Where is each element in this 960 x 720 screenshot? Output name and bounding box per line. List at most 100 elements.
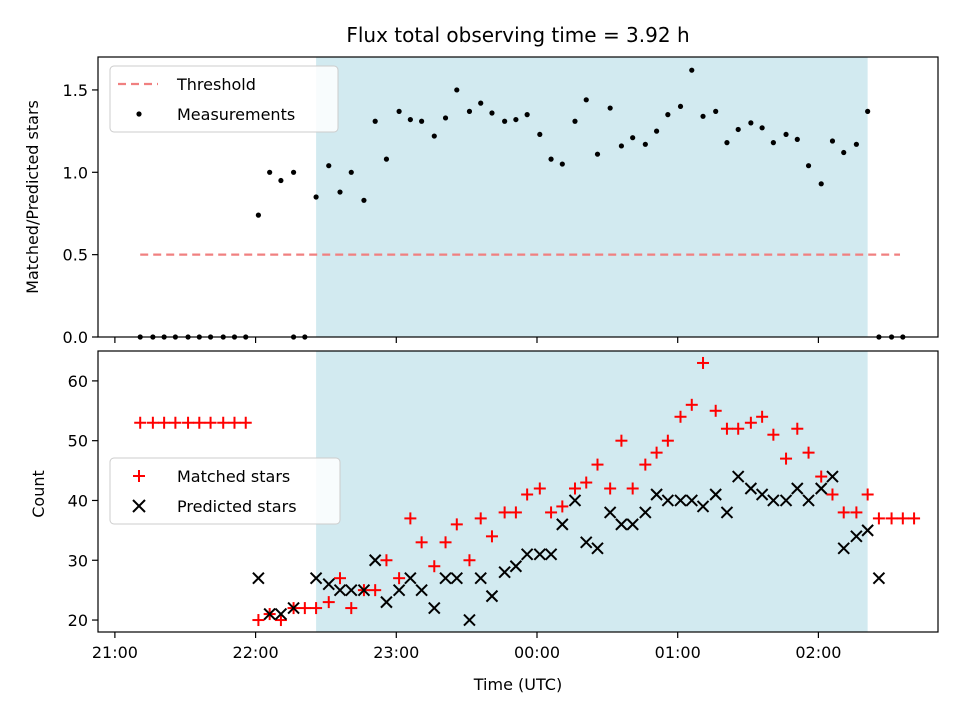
matched-star-point (474, 512, 487, 525)
bottom-x-ticks: 21:00 22:00 23:00 00:00 01:00 02:00 (92, 632, 841, 662)
measurement-point (642, 141, 648, 147)
measurement-point (431, 133, 437, 139)
predicted-star-point (850, 530, 863, 543)
measurement-point (278, 177, 284, 184)
predicted-stars-points (252, 470, 886, 627)
measurement-point (466, 108, 473, 114)
matched-star-point (509, 506, 522, 519)
measurement-point (489, 110, 495, 116)
top-y-ticks: 0.0 0.5 1.0 1.5 (63, 81, 98, 347)
matched-star-point (239, 416, 252, 429)
matched-star-point (533, 482, 546, 495)
top-panel: 0.0 0.5 1.0 1.5 Flux total observing time =… (23, 23, 939, 347)
matched-star-point (837, 506, 850, 519)
predicted-star-point (368, 554, 382, 567)
measurements-points (137, 67, 906, 340)
legend-measurements-swatch (136, 111, 142, 117)
measurement-point (537, 131, 543, 138)
matched-star-point (685, 398, 698, 411)
matched-star-point (322, 596, 335, 609)
matched-star-point (415, 536, 428, 549)
predicted-star-point (485, 589, 499, 603)
x-tick-label: 22:00 (233, 643, 279, 662)
matched-star-point (850, 506, 863, 519)
measurement-point (337, 189, 343, 195)
measurement-point (618, 143, 625, 149)
matched-star-point (674, 410, 687, 423)
matched-star-point (169, 416, 182, 429)
y-tick-label: 30 (68, 551, 88, 570)
measurement-point (396, 108, 402, 114)
measurement-point (454, 87, 460, 93)
matched-star-point (767, 428, 780, 441)
predicted-star-point (685, 494, 698, 507)
predicted-star-point (744, 482, 758, 495)
top-observing-interval-shade (316, 57, 868, 337)
matched-star-point (158, 416, 171, 429)
measurement-point (677, 103, 684, 110)
measurement-point (653, 128, 660, 134)
matched-star-point (639, 458, 652, 471)
y-tick-label: 1.0 (63, 163, 88, 182)
matched-star-point (872, 512, 885, 525)
matched-star-point (217, 416, 230, 429)
predicted-star-point (779, 494, 793, 507)
measurement-point (700, 113, 706, 119)
legend-threshold-label: Threshold (176, 75, 256, 94)
y-tick-label: 60 (68, 372, 88, 391)
matched-star-point (604, 482, 617, 495)
measurement-point (794, 136, 800, 142)
measurement-point (407, 116, 413, 123)
measurement-point (524, 112, 530, 118)
matched-star-point (369, 584, 382, 597)
measurement-point (713, 108, 719, 114)
matched-star-point (661, 434, 674, 447)
predicted-star-point (639, 506, 652, 519)
measurement-point (818, 181, 824, 187)
predicted-star-point (731, 470, 745, 483)
predicted-star-point (333, 583, 347, 597)
matched-star-point (744, 416, 757, 429)
matched-star-point (580, 476, 593, 489)
matched-star-point (591, 458, 604, 471)
chart-title: Flux total observing time = 3.92 h (346, 23, 689, 47)
matched-star-point (615, 434, 628, 447)
measurement-point (267, 169, 273, 175)
measurement-point (559, 161, 565, 167)
matched-star-point (861, 488, 874, 501)
x-tick-label: 02:00 (795, 643, 841, 662)
matched-star-point (896, 512, 909, 525)
measurement-point (724, 140, 730, 146)
y-tick-label: 0.5 (63, 246, 88, 265)
predicted-star-point (544, 548, 558, 561)
predicted-star-point (720, 506, 734, 519)
predicted-star-point (450, 571, 464, 585)
matched-star-point (908, 512, 921, 525)
top-legend: Threshold Measurements (109, 65, 339, 133)
matched-star-point (298, 602, 311, 615)
bottom-legend: Matched stars Predicted stars (109, 457, 341, 525)
predicted-star-point (498, 566, 511, 579)
predicted-star-point (309, 571, 323, 585)
bottom-y-axis-label: Count (29, 470, 48, 518)
matched-star-point (228, 416, 241, 429)
predicted-star-point (767, 494, 780, 507)
measurement-point (361, 197, 367, 203)
predicted-star-point (392, 583, 406, 597)
x-tick-label: 01:00 (655, 643, 701, 662)
matched-star-point (650, 446, 663, 459)
measurement-point (829, 138, 836, 144)
matched-star-point (815, 470, 828, 483)
predicted-star-point (826, 470, 839, 483)
bottom-legend-box (109, 457, 341, 525)
matched-star-point (826, 488, 839, 501)
matched-star-point (498, 506, 511, 519)
matched-star-point (204, 416, 217, 429)
matched-star-point (626, 482, 639, 495)
matched-star-point (545, 506, 558, 519)
matched-star-point (310, 602, 323, 615)
predicted-star-point (345, 583, 358, 597)
predicted-star-point (568, 494, 582, 507)
matched-star-point (709, 404, 722, 417)
